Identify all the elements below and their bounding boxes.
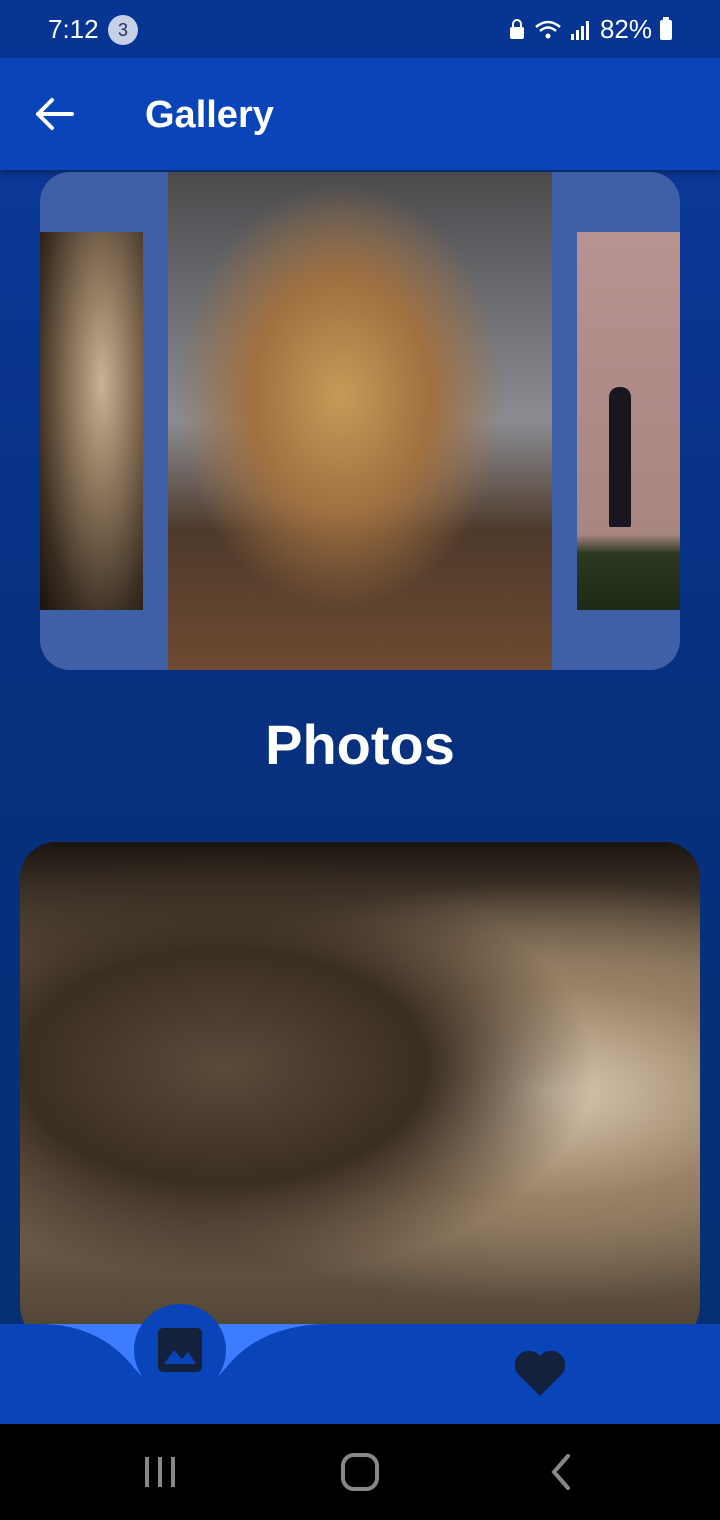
carousel-photo-previous[interactable] — [40, 232, 143, 610]
notification-count-badge: 3 — [108, 15, 138, 45]
nav-item-gallery[interactable] — [134, 1304, 226, 1396]
silhouette-figure — [609, 387, 631, 527]
status-bar: 7:12 3 82% — [0, 0, 720, 58]
battery-percent: 82% — [599, 14, 652, 44]
app-bar: Gallery — [0, 58, 720, 170]
wifi-icon — [535, 20, 561, 38]
photo-card[interactable] — [20, 842, 700, 1342]
system-navigation-bar — [0, 1424, 720, 1520]
photo-carousel[interactable] — [40, 172, 680, 670]
signal-icon — [570, 20, 589, 40]
back-button-icon[interactable] — [542, 1452, 582, 1492]
status-icons: 82% — [508, 14, 672, 45]
battery-icon — [660, 16, 672, 40]
status-time: 7:12 — [48, 14, 99, 44]
bottom-navigation — [0, 1324, 720, 1424]
recent-apps-icon[interactable] — [140, 1452, 180, 1492]
home-button-icon[interactable] — [340, 1452, 380, 1492]
image-icon — [158, 1328, 202, 1372]
back-arrow-icon[interactable] — [32, 94, 80, 134]
carousel-photo-current[interactable] — [168, 172, 552, 670]
lock-icon — [509, 18, 524, 39]
carousel-photo-next[interactable] — [577, 232, 680, 610]
app-bar-title: Gallery — [145, 94, 274, 136]
heart-icon[interactable] — [512, 1348, 568, 1398]
section-title: Photos — [265, 713, 455, 776]
